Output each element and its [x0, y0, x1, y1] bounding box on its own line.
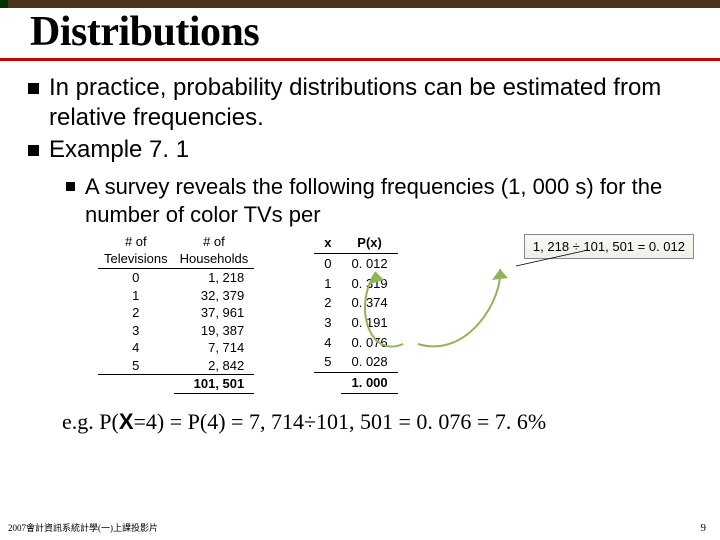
freq-cell-tv: 2	[98, 304, 174, 322]
prob-cell-p: 0. 012	[341, 254, 397, 274]
calculation-callout: 1, 218 ÷ 101, 501 = 0. 012	[524, 234, 694, 259]
probability-table: x P(x) 00. 01210. 31920. 37430. 19140. 0…	[314, 234, 397, 395]
freq-cell-hh: 2, 842	[174, 357, 255, 375]
freq-cell-hh: 7, 714	[174, 339, 255, 357]
bullet-item-1: In practice, probability distributions c…	[28, 73, 692, 133]
col-header-x: x	[314, 234, 341, 254]
square-bullet-icon	[28, 145, 39, 156]
page-number: 9	[701, 522, 707, 534]
freq-cell-tv: 4	[98, 339, 174, 357]
square-bullet-icon	[66, 182, 75, 191]
footer-text: 2007會計資訊系統計學(一)上課投影片	[8, 521, 158, 534]
prob-cell-x: 2	[314, 293, 341, 313]
corner-accent	[0, 0, 8, 8]
eg-rest: =4) = P(4) = 7, 714÷101, 501 = 0. 076 = …	[134, 409, 547, 434]
square-bullet-icon	[28, 83, 39, 94]
freq-cell-hh: 32, 379	[174, 287, 255, 305]
eg-variable: X	[119, 409, 134, 434]
bullet-item-2: Example 7. 1	[28, 135, 692, 165]
sub-bullet-item: A survey reveals the following frequenci…	[66, 173, 692, 228]
freq-cell-hh: 19, 387	[174, 322, 255, 340]
col-header-hh-2: Households	[174, 251, 255, 269]
prob-cell-x: 4	[314, 333, 341, 353]
eg-prefix: e.g. P(	[62, 409, 119, 434]
freq-cell-hh: 1, 218	[174, 269, 255, 287]
prob-cell-x: 5	[314, 352, 341, 372]
freq-cell-hh: 37, 961	[174, 304, 255, 322]
col-header-hh-1: # of	[174, 234, 255, 251]
prob-cell-x: 0	[314, 254, 341, 274]
freq-total: 101, 501	[174, 375, 255, 394]
prob-total: 1. 000	[341, 372, 397, 393]
freq-cell-tv: 1	[98, 287, 174, 305]
freq-cell-tv: 0	[98, 269, 174, 287]
tables-region: # of # of Televisions Households 01, 218…	[98, 234, 692, 395]
example-line: e.g. P(X=4) = P(4) = 7, 714÷101, 501 = 0…	[62, 409, 692, 435]
col-header-px: P(x)	[341, 234, 397, 254]
prob-cell-p: 0. 191	[341, 313, 397, 333]
bullet-text-1: In practice, probability distributions c…	[49, 73, 692, 133]
content-area: In practice, probability distributions c…	[0, 73, 720, 435]
prob-cell-p: 0. 319	[341, 274, 397, 294]
freq-cell-tv: 3	[98, 322, 174, 340]
bullet-text-2: Example 7. 1	[49, 135, 189, 165]
prob-cell-p: 0. 076	[341, 333, 397, 353]
freq-cell-tv: 5	[98, 357, 174, 375]
prob-cell-x: 1	[314, 274, 341, 294]
col-header-tv-2: Televisions	[98, 251, 174, 269]
col-header-tv-1: # of	[98, 234, 174, 251]
prob-cell-x: 3	[314, 313, 341, 333]
title-area: Distributions	[0, 8, 720, 61]
sub-bullet-text: A survey reveals the following frequenci…	[85, 173, 692, 228]
frequency-table: # of # of Televisions Households 01, 218…	[98, 234, 254, 395]
prob-cell-p: 0. 374	[341, 293, 397, 313]
top-border-bar	[0, 0, 720, 8]
prob-cell-p: 0. 028	[341, 352, 397, 372]
page-title: Distributions	[30, 8, 690, 56]
